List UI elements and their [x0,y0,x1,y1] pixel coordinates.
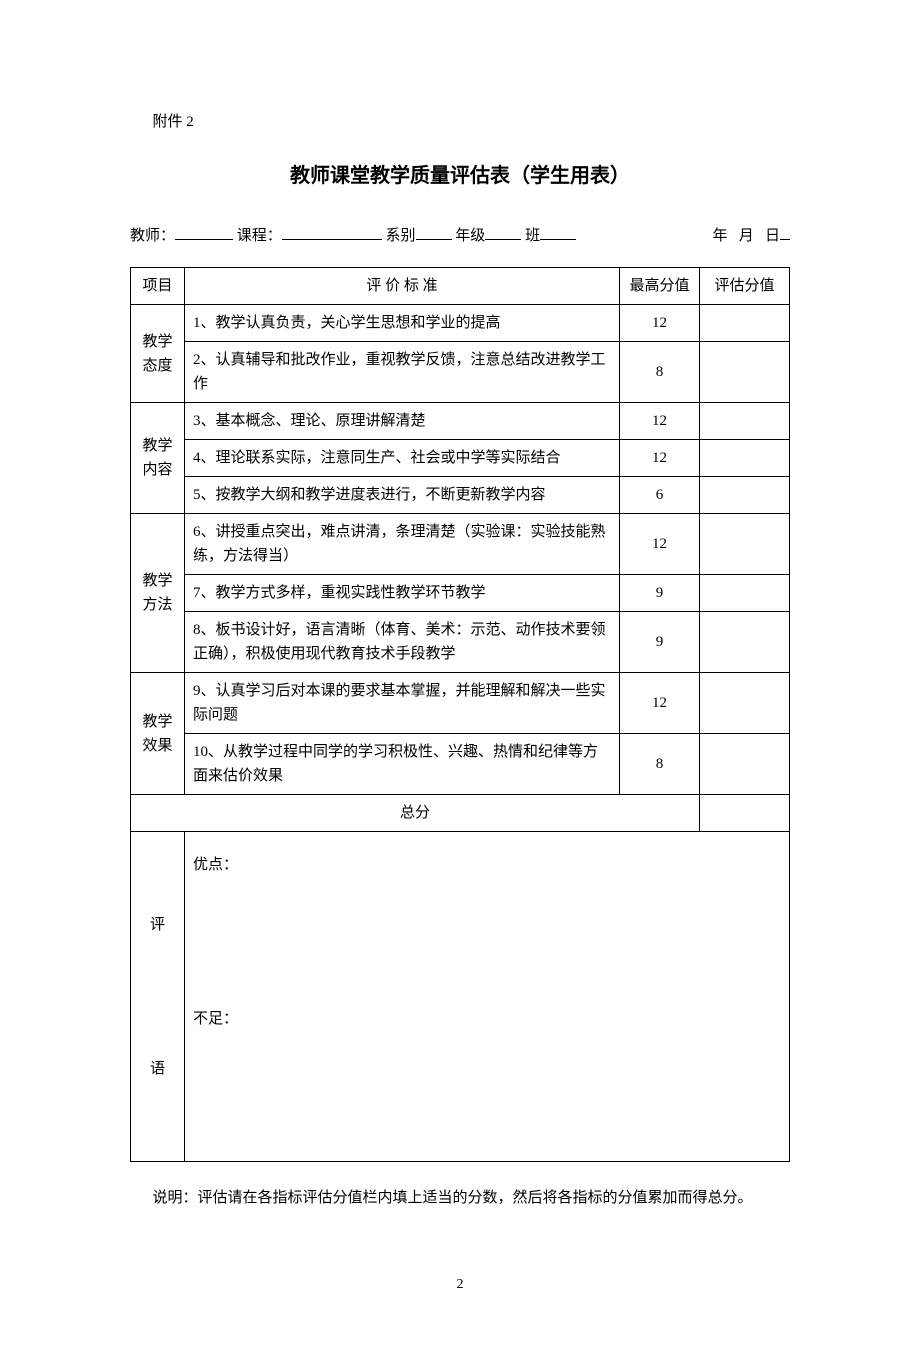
table-row: 教学态度 1、教学认真负责，关心学生思想和学业的提高 12 [131,305,790,342]
document-title: 教师课堂教学质量评估表（学生用表） [130,159,790,188]
course-blank[interactable] [282,225,382,240]
total-row: 总分 [131,795,790,832]
max-score-cell: 12 [620,440,700,477]
table-row: 教学内容 3、基本概念、理论、原理讲解清楚 12 [131,403,790,440]
header-standard: 评 价 标 准 [185,268,620,305]
max-score-cell: 12 [620,403,700,440]
course-label: 课程： [237,228,282,244]
eval-score-cell[interactable] [700,514,790,575]
class-blank[interactable] [540,225,576,240]
header-category: 项目 [131,268,185,305]
max-score-cell: 8 [620,342,700,403]
teacher-label: 教师： [130,228,175,244]
month-label: 月 [739,228,754,244]
form-header-line: 教师： 课程： 系别 年级 班 年 月 日 [130,224,790,245]
eval-score-cell[interactable] [700,734,790,795]
comment-body[interactable]: 优点： 不足： [185,832,790,1162]
eval-score-cell[interactable] [700,477,790,514]
standard-cell: 1、教学认真负责，关心学生思想和学业的提高 [185,305,620,342]
standard-cell: 4、理论联系实际，注意同生产、社会或中学等实际结合 [185,440,620,477]
total-label: 总分 [131,795,700,832]
page-number: 2 [130,1277,790,1293]
category-method: 教学方法 [131,514,185,673]
max-score-cell: 8 [620,734,700,795]
max-score-cell: 12 [620,673,700,734]
standard-cell: 6、讲授重点突出，难点讲清，条理清楚（实验课：实验技能熟练，方法得当） [185,514,620,575]
weakness-area[interactable] [193,1031,781,1141]
day-blank[interactable] [780,225,790,240]
form-left-group: 教师： 课程： 系别 年级 班 [130,224,576,245]
standard-cell: 9、认真学习后对本课的要求基本掌握，并能理解和解决一些实际问题 [185,673,620,734]
table-row: 教学方法 6、讲授重点突出，难点讲清，条理清楚（实验课：实验技能熟练，方法得当）… [131,514,790,575]
eval-score-cell[interactable] [700,403,790,440]
grade-blank[interactable] [485,225,521,240]
eval-score-cell[interactable] [700,612,790,673]
day-label: 日 [765,228,780,244]
footer-note: 说明：评估请在各指标评估分值栏内填上适当的分数，然后将各指标的分值累加而得总分。 [130,1186,790,1207]
category-content: 教学内容 [131,403,185,514]
max-score-cell: 9 [620,575,700,612]
class-label: 班 [525,228,540,244]
standard-cell: 5、按教学大纲和教学进度表进行，不断更新教学内容 [185,477,620,514]
grade-label: 年级 [455,228,485,244]
eval-score-cell[interactable] [700,342,790,403]
total-score-cell[interactable] [700,795,790,832]
standard-cell: 8、板书设计好，语言清晰（体育、美术：示范、动作技术要领正确），积极使用现代教育… [185,612,620,673]
attachment-label: 附件 2 [130,110,790,131]
strength-area[interactable] [193,877,781,1007]
teacher-blank[interactable] [175,225,233,240]
standard-cell: 10、从教学过程中同学的学习积极性、兴趣、热情和纪律等方面来估价效果 [185,734,620,795]
max-score-cell: 9 [620,612,700,673]
eval-score-cell[interactable] [700,305,790,342]
table-row: 8、板书设计好，语言清晰（体育、美术：示范、动作技术要领正确），积极使用现代教育… [131,612,790,673]
table-row: 10、从教学过程中同学的学习积极性、兴趣、热情和纪律等方面来估价效果 8 [131,734,790,795]
comment-row: 评 语 优点： 不足： [131,832,790,1162]
comment-category: 评 语 [131,832,185,1162]
table-header-row: 项目 评 价 标 准 最高分值 评估分值 [131,268,790,305]
eval-score-cell[interactable] [700,575,790,612]
strength-label: 优点： [193,853,781,877]
standard-cell: 3、基本概念、理论、原理讲解清楚 [185,403,620,440]
table-row: 2、认真辅导和批改作业，重视教学反馈，注意总结改进教学工作 8 [131,342,790,403]
eval-score-cell[interactable] [700,440,790,477]
standard-cell: 7、教学方式多样，重视实践性教学环节教学 [185,575,620,612]
table-row: 4、理论联系实际，注意同生产、社会或中学等实际结合 12 [131,440,790,477]
weakness-label: 不足： [193,1007,781,1031]
max-score-cell: 6 [620,477,700,514]
max-score-cell: 12 [620,305,700,342]
dept-blank[interactable] [416,225,452,240]
category-effect: 教学效果 [131,673,185,795]
max-score-cell: 12 [620,514,700,575]
year-label: 年 [712,228,727,244]
header-eval-score: 评估分值 [700,268,790,305]
evaluation-table: 项目 评 价 标 准 最高分值 评估分值 教学态度 1、教学认真负责，关心学生思… [130,267,790,1162]
standard-cell: 2、认真辅导和批改作业，重视教学反馈，注意总结改进教学工作 [185,342,620,403]
table-row: 5、按教学大纲和教学进度表进行，不断更新教学内容 6 [131,477,790,514]
eval-score-cell[interactable] [700,673,790,734]
dept-label: 系别 [386,228,416,244]
table-row: 7、教学方式多样，重视实践性教学环节教学 9 [131,575,790,612]
form-right-group: 年 月 日 [712,224,790,245]
table-row: 教学效果 9、认真学习后对本课的要求基本掌握，并能理解和解决一些实际问题 12 [131,673,790,734]
header-max-score: 最高分值 [620,268,700,305]
category-attitude: 教学态度 [131,305,185,403]
